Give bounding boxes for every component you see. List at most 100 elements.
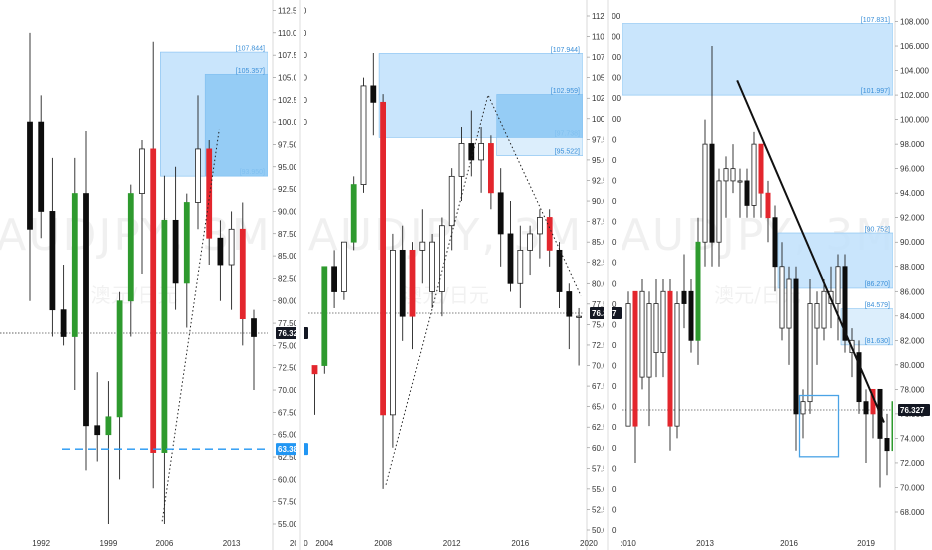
candle[interactable]: [793, 266, 799, 451]
candle[interactable]: [497, 168, 504, 267]
candle[interactable]: [891, 401, 896, 463]
candle[interactable]: [884, 413, 890, 476]
candle[interactable]: [206, 139, 213, 266]
candle[interactable]: [709, 46, 715, 267]
candle[interactable]: [863, 389, 869, 463]
candle[interactable]: [370, 53, 377, 136]
candle[interactable]: [695, 217, 701, 365]
candle[interactable]: [331, 250, 338, 308]
candle-body: [195, 148, 201, 203]
candle[interactable]: [478, 127, 485, 193]
candle[interactable]: [350, 176, 357, 251]
panel-3[interactable]: AUDJPY, 3M澳元/日元[107.831][101.997][90.752…: [620, 0, 930, 550]
candle[interactable]: [856, 340, 862, 414]
candle[interactable]: [744, 168, 750, 218]
candle[interactable]: [83, 131, 89, 471]
candle[interactable]: [667, 279, 673, 451]
candle[interactable]: [660, 279, 666, 378]
candle[interactable]: [60, 265, 67, 346]
candle[interactable]: [429, 233, 436, 308]
last-price-tag[interactable]: 76.327: [898, 404, 930, 416]
candle[interactable]: [674, 291, 680, 439]
candle[interactable]: [217, 220, 224, 301]
candle[interactable]: [842, 254, 848, 353]
candle[interactable]: [517, 225, 524, 308]
candle[interactable]: [239, 202, 246, 346]
candle[interactable]: [71, 157, 78, 391]
candle[interactable]: [507, 201, 514, 292]
candle[interactable]: [340, 241, 347, 300]
candle[interactable]: [807, 279, 813, 414]
candle[interactable]: [468, 110, 475, 177]
candle[interactable]: [688, 279, 694, 353]
candle[interactable]: [27, 32, 33, 301]
candle[interactable]: [800, 389, 806, 439]
candle[interactable]: [150, 41, 157, 489]
candle[interactable]: [251, 309, 257, 391]
plot-area[interactable]: AUDJPY, 3M澳元/日元[107.831][101.997][90.752…: [620, 17, 906, 488]
candle[interactable]: [566, 283, 573, 350]
candle[interactable]: [639, 279, 645, 390]
candle[interactable]: [786, 266, 792, 365]
supply-zone-2[interactable]: [204, 73, 268, 177]
supply-zone-3[interactable]: [496, 137, 583, 156]
candle[interactable]: [380, 94, 387, 489]
panel-2[interactable]: AUDJPY, 3M澳元/日元[107.944][97.738][102.959…: [308, 0, 622, 550]
candle[interactable]: [527, 225, 533, 276]
candle[interactable]: [716, 168, 722, 267]
candle[interactable]: [556, 242, 563, 308]
candle[interactable]: [646, 291, 652, 427]
candle[interactable]: [632, 290, 638, 463]
candle[interactable]: [409, 242, 416, 350]
candle[interactable]: [877, 388, 883, 488]
candle[interactable]: [127, 184, 134, 337]
y-tick-label: 107.500: [278, 51, 307, 60]
candle[interactable]: [758, 143, 764, 218]
candle[interactable]: [751, 131, 757, 218]
candle[interactable]: [653, 279, 659, 378]
candle[interactable]: [49, 157, 56, 337]
candle[interactable]: [116, 291, 123, 480]
candle[interactable]: [321, 266, 328, 374]
candle[interactable]: [448, 168, 455, 251]
candle[interactable]: [419, 209, 426, 284]
candle[interactable]: [183, 193, 190, 328]
candle[interactable]: [139, 139, 145, 274]
candle[interactable]: [681, 254, 687, 329]
candle[interactable]: [814, 291, 820, 365]
candle[interactable]: [38, 95, 45, 239]
candle[interactable]: [779, 242, 785, 341]
candle[interactable]: [702, 119, 708, 267]
supply-zone-1[interactable]: [622, 23, 893, 96]
candle[interactable]: [625, 291, 631, 427]
supply-zone-2[interactable]: [496, 94, 583, 138]
candle[interactable]: [94, 372, 101, 462]
candle[interactable]: [537, 209, 543, 259]
candle[interactable]: [195, 95, 201, 230]
candle[interactable]: [389, 233, 396, 448]
candle[interactable]: [399, 225, 406, 341]
supply-zone-3[interactable]: [840, 308, 893, 346]
candle[interactable]: [487, 135, 494, 210]
candle[interactable]: [228, 211, 235, 310]
candle[interactable]: [835, 254, 841, 341]
candle[interactable]: [730, 144, 736, 194]
candle[interactable]: [772, 205, 778, 292]
candle[interactable]: [737, 168, 743, 218]
plot-area[interactable]: AUDJPY, 3M澳元/日元[107.844][93.950][105.357…: [0, 32, 272, 524]
y-tick-label: 102.500: [278, 96, 307, 105]
candle[interactable]: [161, 175, 168, 524]
candle[interactable]: [311, 365, 318, 415]
candle[interactable]: [765, 180, 771, 243]
panel-1[interactable]: AUDJPY, 3M澳元/日元[107.844][93.950][105.357…: [0, 0, 308, 550]
candle[interactable]: [172, 166, 179, 310]
candle[interactable]: [576, 307, 582, 366]
candle[interactable]: [438, 217, 445, 317]
candle[interactable]: [360, 77, 367, 193]
candle[interactable]: [821, 279, 827, 341]
plot-area[interactable]: AUDJPY, 3M澳元/日元[107.944][97.738][102.959…: [308, 47, 603, 489]
candle[interactable]: [105, 381, 112, 524]
candle[interactable]: [723, 156, 729, 218]
candle[interactable]: [458, 127, 465, 202]
